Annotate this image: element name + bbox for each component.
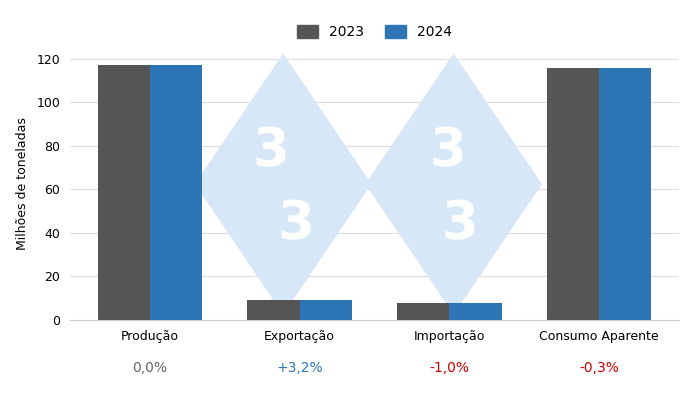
Y-axis label: Milhões de toneladas: Milhões de toneladas (17, 118, 29, 250)
Bar (150, 66, 202, 320)
Bar (599, 68, 651, 320)
Bar (98, 66, 150, 320)
Bar (247, 300, 300, 320)
Bar (547, 68, 599, 320)
Bar (449, 303, 502, 320)
Legend: 2023, 2024: 2023, 2024 (292, 20, 457, 45)
Bar (397, 302, 449, 320)
Text: -0,3%: -0,3% (579, 361, 619, 375)
Polygon shape (195, 54, 372, 314)
Text: +3,2%: +3,2% (276, 361, 323, 375)
Text: 3: 3 (253, 125, 289, 177)
Text: 3: 3 (429, 125, 466, 177)
Text: 3: 3 (442, 199, 478, 251)
Polygon shape (365, 54, 542, 314)
Text: 0,0%: 0,0% (132, 361, 167, 375)
Text: 3: 3 (277, 199, 314, 251)
Bar (300, 300, 352, 320)
Text: -1,0%: -1,0% (429, 361, 469, 375)
